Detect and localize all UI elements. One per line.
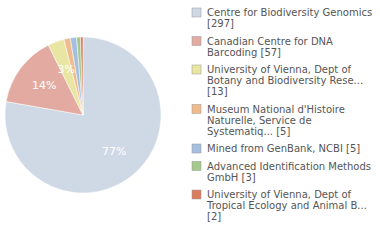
legend-label: Museum National d'HistoireNaturelle, Ser…	[207, 104, 345, 137]
data-label: 3%	[58, 63, 75, 76]
pie	[5, 37, 161, 193]
legend-label: University of Vienna, Dept ofTropical Ec…	[206, 189, 367, 222]
legend-item: Canadian Centre for DNABarcoding [57]	[192, 36, 333, 58]
legend: Centre for Biodiversity Genomics[297] Can…	[192, 7, 372, 222]
legend-item: Centre for Biodiversity Genomics[297]	[192, 7, 372, 29]
chart: 77% 14%3% Centre for Biodiversity Genomics…	[0, 0, 380, 240]
legend-swatch	[192, 162, 201, 171]
legend-swatch	[192, 8, 201, 17]
pie-slice	[5, 37, 161, 193]
legend-label: Canadian Centre for DNABarcoding [57]	[207, 36, 333, 58]
legend-item: University of Vienna, Dept ofBotany and …	[192, 64, 363, 97]
legend-label: Mined from GenBank, NCBI [5]	[207, 143, 360, 154]
legend-item: Mined from GenBank, NCBI [5]	[192, 143, 360, 154]
legend-swatch	[192, 190, 201, 199]
legend-label: Advanced Identification MethodsGmbH [3]	[207, 161, 371, 183]
pie-slice	[80, 37, 83, 115]
pie-slice	[77, 37, 83, 115]
data-labels: 77% 14%3%	[32, 63, 126, 158]
data-label: 14%	[32, 79, 56, 92]
legend-swatch	[192, 37, 201, 46]
legend-item: Advanced Identification MethodsGmbH [3]	[192, 161, 371, 183]
legend-swatch	[192, 105, 201, 114]
legend-item: University of Vienna, Dept ofTropical Ec…	[192, 189, 367, 222]
legend-swatch	[192, 65, 201, 74]
legend-item: Museum National d'HistoireNaturelle, Ser…	[192, 104, 345, 137]
legend-label: Centre for Biodiversity Genomics[297]	[207, 7, 372, 29]
data-label: 77%	[102, 145, 126, 158]
legend-label: University of Vienna, Dept ofBotany and …	[207, 64, 363, 97]
pie-slice	[70, 37, 83, 115]
legend-swatch	[192, 144, 201, 153]
